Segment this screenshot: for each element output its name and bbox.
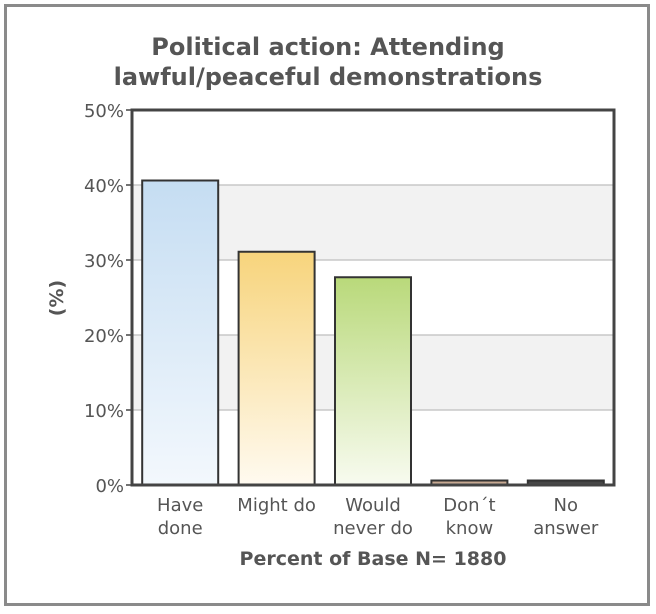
y-tick-label: 40% [84,176,124,197]
x-tick-label: know [446,518,494,539]
chart-title-line-1: Political action: Attending [151,33,505,61]
chart-title: Political action: Attending lawful/peace… [0,32,656,92]
x-tick-label: answer [533,518,599,539]
grid-band [132,110,614,185]
y-tick-label: 10% [84,401,124,422]
x-tick-label: never do [333,518,413,539]
bar [237,250,316,486]
y-tick-label: 20% [84,326,124,347]
chart-title-line-2: lawful/peaceful demonstrations [113,63,543,91]
x-axis-label: Percent of Base N= 1880 [240,548,507,570]
y-tick-label: 0% [95,476,124,497]
y-axis-label: (%) [46,280,68,316]
y-tick-label: 30% [84,251,124,272]
x-tick-label: Have [157,495,203,516]
bar [334,276,412,486]
x-tick-label: done [158,518,203,539]
plot-area-border [130,108,616,487]
x-tick-label: Might do [237,495,316,516]
x-tick-label: Would [345,495,401,516]
bar [141,179,220,486]
y-tick-label: 50% [84,101,124,122]
x-tick-label: No [554,495,578,516]
x-tick-label: Don´t [443,495,495,516]
